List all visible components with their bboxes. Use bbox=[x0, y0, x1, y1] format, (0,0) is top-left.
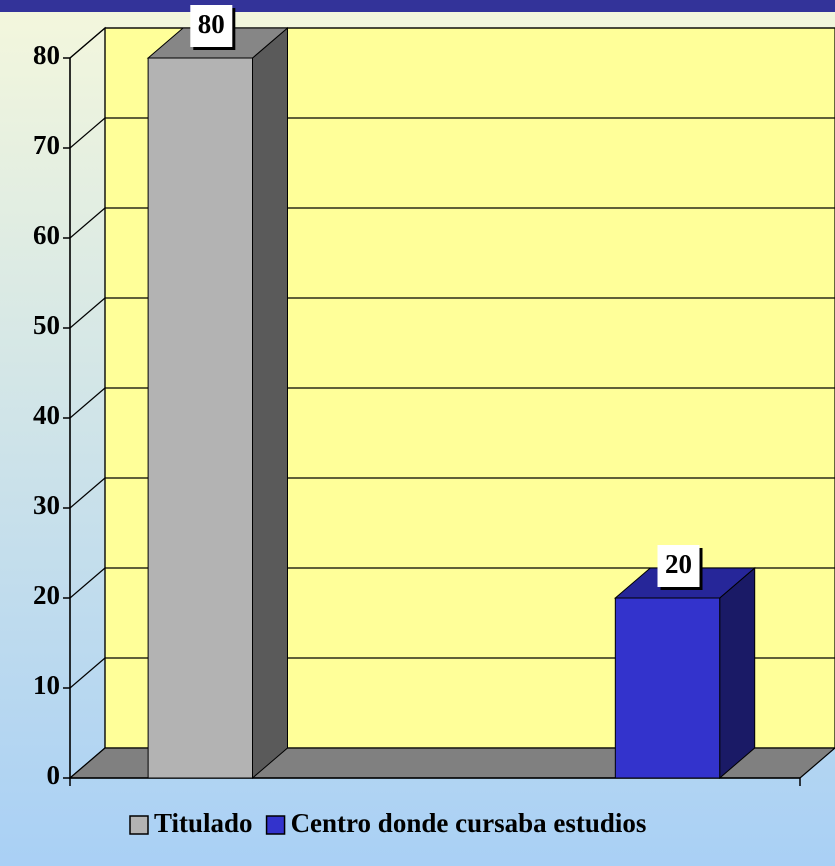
data-label-box bbox=[657, 545, 700, 587]
legend-label: Centro donde cursaba estudios bbox=[291, 808, 647, 838]
y-tick-label: 40 bbox=[33, 400, 60, 430]
y-tick-label: 60 bbox=[33, 220, 60, 250]
bar-side bbox=[719, 566, 756, 780]
side-grid-line bbox=[69, 657, 106, 689]
legend-swatch bbox=[129, 815, 149, 835]
bar bbox=[147, 57, 253, 779]
side-grid-line bbox=[69, 117, 106, 149]
side-grid-line bbox=[69, 387, 106, 419]
y-tick-label: 20 bbox=[33, 580, 60, 610]
y-tick-label: 70 bbox=[33, 130, 60, 160]
side-grid-line bbox=[69, 297, 106, 329]
bar-side bbox=[252, 26, 288, 780]
bar bbox=[614, 597, 721, 779]
data-label: 20 bbox=[665, 549, 692, 579]
y-tick-label: 30 bbox=[33, 490, 60, 520]
y-tick-label: 50 bbox=[33, 310, 60, 340]
data-label: 80 bbox=[198, 9, 225, 39]
side-grid-line bbox=[69, 477, 106, 509]
side-grid-line bbox=[69, 207, 106, 239]
y-tick-label: 10 bbox=[33, 670, 60, 700]
y-tick-label: 80 bbox=[33, 40, 60, 70]
y-tick-label: 0 bbox=[47, 760, 61, 790]
side-grid-line bbox=[69, 27, 106, 59]
side-grid-line bbox=[69, 567, 106, 599]
top-band bbox=[0, 0, 835, 12]
data-label-box bbox=[190, 5, 233, 47]
legend-swatch bbox=[265, 815, 286, 835]
legend-label: Titulado bbox=[154, 808, 253, 838]
